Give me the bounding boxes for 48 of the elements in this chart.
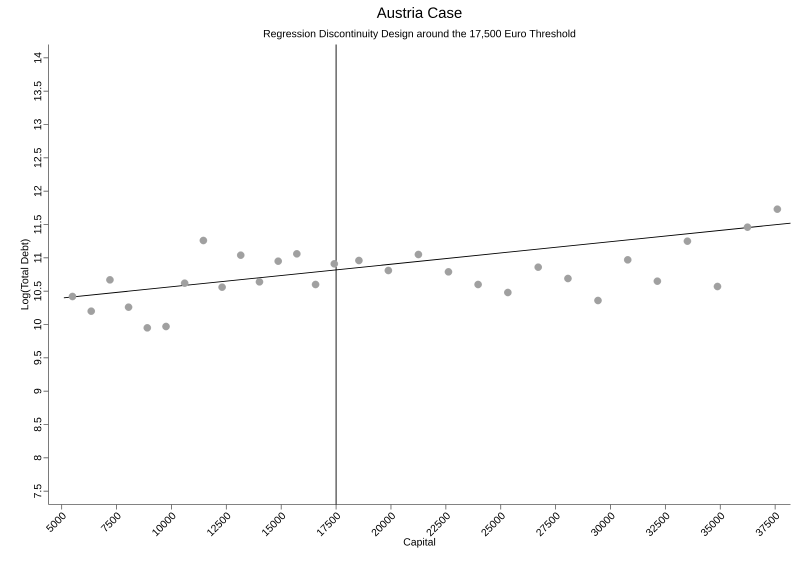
y-tick-label: 10.5: [34, 281, 42, 301]
y-tick-label: 10: [34, 319, 42, 330]
y-tick-label: 13: [34, 119, 42, 130]
point: [624, 256, 632, 264]
point: [274, 257, 282, 265]
y-tick-label: 8: [34, 455, 42, 460]
y-tick-label: 13.5: [34, 81, 42, 101]
point: [384, 266, 392, 274]
point: [293, 250, 301, 258]
point: [180, 279, 188, 287]
y-tick-label: 12.5: [34, 148, 42, 168]
point: [774, 205, 782, 213]
y-tick-label: 11: [34, 252, 42, 262]
point: [564, 274, 572, 282]
point: [87, 307, 96, 315]
y-tick-label: 8.5: [34, 418, 42, 432]
y-tick-label: 9: [34, 388, 42, 394]
point: [414, 250, 422, 258]
point: [218, 283, 226, 291]
point: [714, 282, 722, 290]
point: [124, 303, 132, 311]
y-tick-label: 7.5: [34, 484, 42, 498]
point: [504, 288, 512, 296]
point: [106, 276, 114, 284]
y-tick-label: 9.5: [34, 351, 42, 365]
y-tick-label: 11.5: [34, 215, 42, 234]
point: [744, 223, 752, 231]
x-axis-title: Capital: [404, 538, 436, 548]
point: [355, 256, 363, 264]
point: [312, 280, 320, 288]
point: [162, 322, 170, 330]
point: [474, 280, 482, 288]
point: [594, 296, 602, 304]
point: [330, 260, 338, 268]
point: [68, 292, 76, 300]
point: [654, 277, 662, 285]
point: [684, 237, 692, 245]
y-tick-label: 12: [34, 186, 42, 196]
point: [256, 278, 264, 286]
chart-title: Austria Case: [376, 7, 462, 18]
y-axis-title: Log(Total Debt): [20, 239, 30, 310]
y-tick-label: 14: [34, 52, 42, 63]
point: [143, 324, 152, 332]
point: [200, 236, 208, 244]
chart-subtitle: Regression Discontinuity Design around the 17,500 Euro Threshold: [264, 30, 576, 40]
point: [236, 251, 245, 259]
point: [444, 268, 452, 276]
point: [534, 263, 542, 271]
